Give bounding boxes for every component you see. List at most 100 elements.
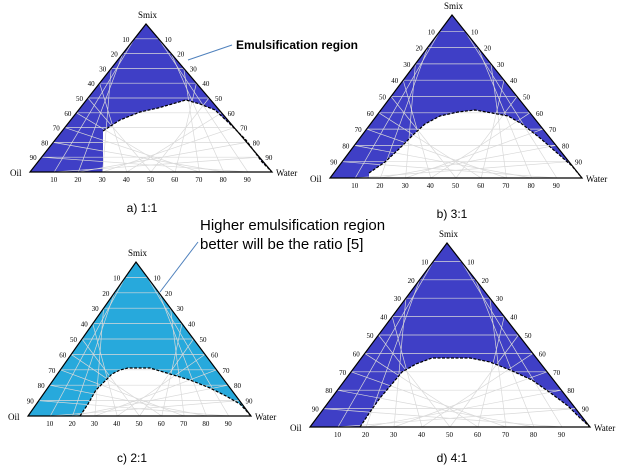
left-axis-tick-label: 20 (416, 45, 424, 53)
left-axis-tick-label: 60 (64, 110, 72, 118)
bottom-axis-tick-label: 70 (195, 176, 203, 184)
right-axis-tick-label: 50 (523, 94, 531, 102)
left-axis-tick-label: 50 (379, 94, 387, 102)
left-axis-tick-label: 80 (41, 139, 49, 147)
emulsification-callout-line (187, 44, 233, 61)
vertex-label-smix: Smix (439, 229, 459, 239)
right-axis-tick-label: 90 (575, 159, 583, 167)
left-axis-tick-label: 60 (353, 350, 361, 358)
grid-line (49, 277, 126, 416)
bottom-axis-tick-label: 60 (171, 176, 179, 184)
right-axis-tick-label: 50 (215, 95, 223, 103)
right-axis-tick-label: 60 (539, 350, 547, 358)
grid-line (337, 261, 434, 427)
bottom-axis-tick-label: 10 (46, 420, 54, 428)
grid-line (405, 63, 416, 178)
bottom-axis-tick-label: 60 (477, 182, 485, 190)
vertex-label-water: Water (594, 423, 615, 433)
triangle-outline (328, 14, 584, 179)
grid-line (378, 334, 451, 427)
bottom-axis-tick-label: 20 (74, 176, 82, 184)
left-axis-tick-label: 50 (70, 336, 78, 344)
left-axis-tick-label: 90 (27, 398, 35, 406)
bottom-axis-tick-label: 90 (558, 431, 566, 439)
left-axis-tick-label: 70 (53, 125, 61, 133)
right-axis-tick-label: 10 (165, 36, 173, 44)
left-axis-tick-label: 20 (111, 51, 119, 59)
right-axis-tick-label: 50 (525, 332, 533, 340)
bottom-axis-tick-label: 50 (452, 182, 460, 190)
bottom-axis-tick-label: 70 (180, 420, 188, 428)
right-axis-tick-label: 40 (188, 321, 196, 329)
vertex-label-oil: Oil (8, 412, 20, 422)
left-axis-tick-label: 20 (102, 290, 110, 298)
bottom-axis-tick-label: 50 (147, 176, 155, 184)
right-axis-tick-label: 20 (177, 51, 185, 59)
grid-line (477, 47, 532, 178)
grid-line (139, 338, 194, 416)
right-axis-tick-label: 80 (234, 382, 242, 390)
grid-line (78, 53, 124, 172)
right-axis-tick-label: 80 (567, 387, 575, 395)
vertex-label-smix: Smix (128, 248, 148, 258)
grid-line (53, 38, 135, 172)
grid-line (490, 63, 507, 178)
left-axis-tick-label: 90 (330, 159, 338, 167)
left-axis-tick-label: 30 (99, 65, 107, 73)
bottom-axis-tick-label: 10 (351, 182, 359, 190)
right-axis-tick-label: 20 (165, 290, 173, 298)
diagram-caption: b) 3:1 (437, 207, 468, 221)
bottom-axis-tick-label: 40 (113, 420, 121, 428)
diagram-caption: d) 4:1 (437, 451, 468, 465)
bottom-axis-tick-label: 20 (362, 431, 370, 439)
phase-boundary-curve (102, 99, 273, 173)
bottom-axis-tick-label: 30 (402, 182, 410, 190)
bottom-axis-tick-label: 70 (502, 182, 510, 190)
grid-line (480, 80, 505, 178)
left-axis-tick-label: 50 (367, 332, 375, 340)
right-axis-tick-label: 40 (202, 80, 210, 88)
grid-line (477, 316, 505, 427)
bottom-axis-tick-label: 70 (502, 431, 510, 439)
bottom-axis-tick-label: 80 (220, 176, 228, 184)
right-axis-tick-label: 60 (536, 110, 544, 118)
bottom-axis-tick-label: 10 (50, 176, 58, 184)
bottom-axis-tick-label: 60 (158, 420, 166, 428)
grid-line (87, 97, 152, 172)
right-axis-tick-label: 50 (200, 336, 208, 344)
left-axis-tick-label: 80 (325, 387, 333, 395)
left-axis-tick-label: 80 (342, 142, 350, 150)
right-axis-tick-label: 30 (496, 295, 504, 303)
bottom-axis-tick-label: 10 (334, 431, 342, 439)
left-axis-tick-label: 60 (59, 351, 66, 359)
bottom-axis-tick-label: 40 (123, 176, 131, 184)
grid-line (170, 53, 224, 172)
vertex-label-smix: Smix (444, 1, 464, 11)
bottom-axis-tick-label: 20 (69, 420, 77, 428)
bottom-axis-tick-label: 90 (553, 182, 561, 190)
left-axis-tick-label: 50 (76, 95, 84, 103)
grid-line (461, 261, 563, 427)
grid-line (92, 323, 118, 416)
grid-line (99, 83, 128, 172)
left-axis-tick-label: 70 (48, 367, 56, 375)
grid-line (174, 83, 197, 172)
right-axis-tick-label: 10 (471, 28, 479, 36)
grid-line (147, 277, 230, 416)
right-axis-tick-label: 90 (265, 154, 273, 162)
left-axis-tick-label: 40 (380, 314, 388, 322)
left-axis-tick-label: 10 (122, 36, 129, 44)
diagram-caption: c) 2:1 (117, 451, 147, 465)
emulsification-region-label: Emulsification region (236, 38, 358, 52)
grid-line (475, 279, 535, 427)
right-axis-tick-label: 20 (484, 45, 492, 53)
right-axis-tick-label: 40 (510, 77, 518, 85)
ratio-note-callout-line (159, 241, 199, 293)
grid-line (449, 334, 519, 427)
right-axis-tick-label: 30 (497, 61, 505, 69)
